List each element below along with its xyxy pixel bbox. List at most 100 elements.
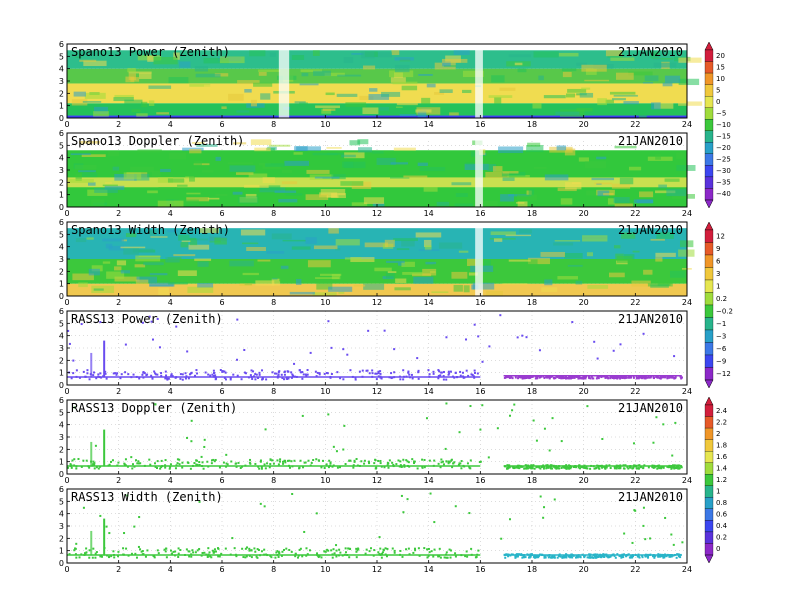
data-point: [625, 555, 628, 558]
data-point: [139, 462, 142, 465]
data-point: [218, 555, 221, 558]
heatmap-cell: [262, 177, 275, 184]
data-point: [421, 458, 424, 461]
data-point: [677, 555, 680, 558]
heatmap-cell: [397, 262, 405, 266]
heatmap-cell: [401, 240, 415, 247]
data-point: [379, 370, 382, 373]
heatmap-cell: [485, 171, 510, 179]
data-point: [538, 376, 541, 379]
x-tick-label: 4: [168, 209, 173, 218]
heatmap-cell: [565, 182, 582, 190]
y-tick-label: 0: [59, 559, 64, 568]
data-point: [303, 461, 306, 464]
y-tick-label: 4: [59, 154, 64, 163]
heatmap-cell: [571, 182, 581, 184]
heatmap-cell: [301, 72, 309, 77]
data-point: [568, 376, 571, 379]
colorbar-cap-top: [704, 396, 714, 406]
heatmap-cell: [363, 197, 385, 204]
data-point: [172, 550, 175, 553]
heatmap-cell: [502, 177, 515, 181]
data-point: [123, 462, 126, 465]
data-point: [123, 532, 126, 535]
data-point: [190, 419, 193, 422]
data-point: [212, 369, 215, 372]
heatmap-cell: [167, 178, 185, 183]
data-point: [426, 548, 429, 551]
heatmap-cell: [419, 166, 446, 172]
heatmap-cell: [664, 75, 681, 83]
data-point: [214, 458, 217, 461]
y-tick-label: 1: [59, 547, 64, 556]
heatmap-cell: [75, 173, 82, 181]
data-point: [187, 461, 190, 464]
data-point: [578, 467, 581, 470]
data-point: [428, 373, 431, 376]
data-point: [260, 550, 263, 553]
data-point: [301, 555, 304, 558]
data-point: [407, 370, 410, 373]
heatmap-cell: [294, 146, 308, 152]
heatmap-cell: [508, 54, 531, 58]
data-point: [75, 542, 78, 545]
data-point: [572, 466, 575, 469]
heatmap-cell: [579, 92, 594, 98]
data-point: [437, 377, 440, 380]
x-tick-label: 10: [320, 298, 330, 307]
data-point: [280, 373, 283, 376]
data-point: [590, 375, 593, 378]
colorbar-swatch: [704, 474, 714, 486]
heatmap-cell: [149, 230, 157, 236]
data-point: [318, 373, 321, 376]
data-point: [551, 555, 554, 558]
x-tick-label: 24: [682, 209, 692, 218]
heatmap-cell: [338, 291, 345, 294]
heatmap-cell: [561, 68, 577, 72]
heatmap-cell: [438, 242, 463, 249]
data-gap: [475, 222, 483, 296]
data-point: [335, 555, 338, 558]
heatmap-cell: [75, 56, 82, 58]
data-point: [368, 550, 371, 553]
data-point: [259, 459, 262, 462]
colorbar-swatch: [704, 543, 714, 556]
data-point: [269, 554, 272, 557]
data-point: [348, 556, 351, 559]
heatmap-cell: [393, 238, 418, 242]
heatmap-cell: [178, 234, 190, 241]
data-point: [395, 463, 398, 466]
data-point: [597, 467, 600, 470]
data-point: [181, 466, 184, 469]
data-point: [291, 373, 294, 376]
data-point: [367, 460, 370, 463]
colorbar-label: 1: [716, 282, 720, 290]
data-point: [470, 547, 473, 550]
data-point: [601, 466, 604, 469]
heatmap-cell: [215, 193, 228, 197]
data-point: [408, 373, 411, 376]
data-point: [665, 555, 668, 558]
x-tick-label: 10: [320, 476, 330, 485]
data-point: [327, 549, 330, 552]
data-point: [662, 556, 665, 559]
x-tick-label: 22: [630, 298, 640, 307]
x-tick-label: 20: [579, 298, 589, 307]
data-point: [169, 466, 172, 469]
heatmap-cell: [114, 266, 122, 271]
data-point: [110, 460, 113, 463]
data-point: [559, 555, 562, 558]
heatmap-cell: [134, 173, 150, 181]
data-point: [99, 514, 102, 517]
heatmap-cell: [557, 187, 577, 192]
heatmap-cell: [621, 232, 636, 239]
data-point: [170, 374, 173, 377]
data-point: [461, 371, 464, 374]
data-spike: [90, 441, 93, 467]
heatmap-cell: [615, 72, 634, 80]
data-point: [417, 377, 420, 380]
data-point: [574, 466, 577, 469]
data-point: [230, 460, 233, 463]
